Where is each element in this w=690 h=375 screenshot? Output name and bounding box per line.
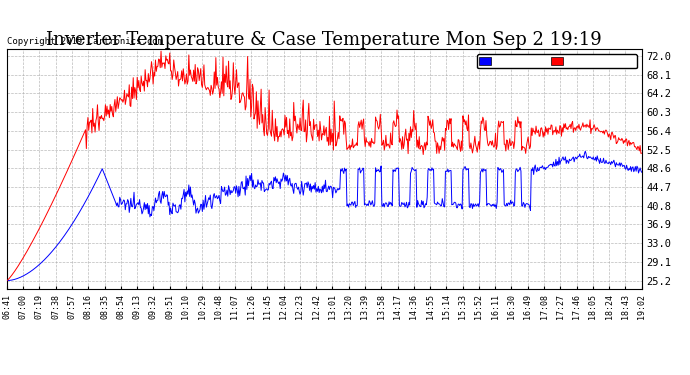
Text: Copyright 2019 Cartronics.com: Copyright 2019 Cartronics.com xyxy=(7,38,163,46)
Title: Inverter Temperature & Case Temperature Mon Sep 2 19:19: Inverter Temperature & Case Temperature … xyxy=(46,31,602,49)
Legend: Case  (°C), Inverter  (°C): Case (°C), Inverter (°C) xyxy=(477,54,637,69)
